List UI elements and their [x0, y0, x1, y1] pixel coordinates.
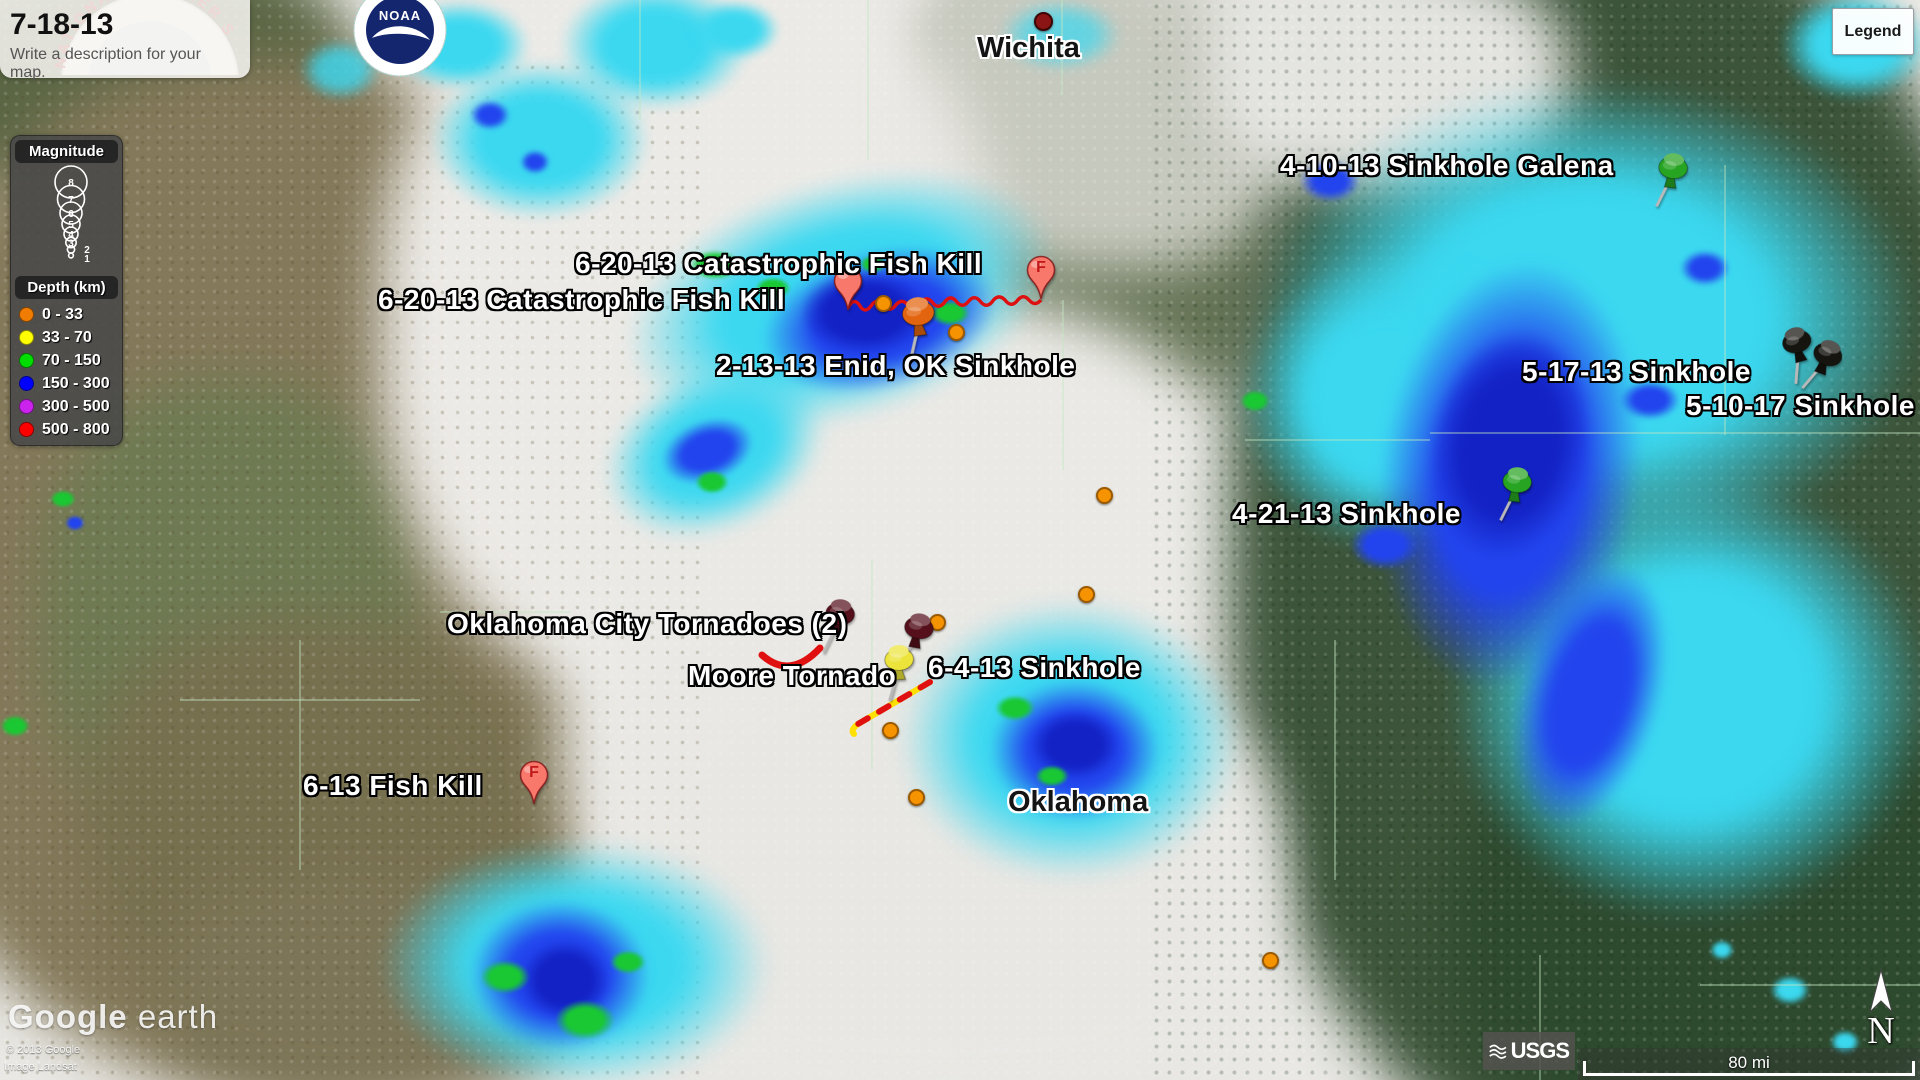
depth-legend-row: 0 - 33: [15, 303, 118, 326]
event-label-fish-kill-a[interactable]: 6-20-13 Catastrophic Fish Kill: [575, 248, 983, 279]
event-label-sinkhole-5-10[interactable]: 5-10-17 Sinkhole: [1686, 390, 1915, 421]
depth-color-swatch: [19, 376, 34, 391]
place-label-wichita[interactable]: Wichita: [977, 32, 1080, 64]
google-earth-watermark: Google earth: [8, 998, 219, 1035]
fish-kill-balloon-pin-f[interactable]: F: [1025, 255, 1057, 301]
usgs-logo: USGS: [1483, 1032, 1575, 1070]
depth-legend-title: Depth (km): [15, 276, 118, 299]
magnitude-legend-title: Magnitude: [15, 140, 118, 163]
usgs-waves-icon: [1489, 1044, 1507, 1059]
north-indicator: N: [1858, 968, 1904, 1052]
svg-text:NOAA: NOAA: [379, 8, 421, 23]
event-dot-orange[interactable]: [882, 722, 899, 739]
imagery-credit-text: Image Landsat: [4, 1061, 77, 1073]
copyright-text: © 2013 Google: [6, 1044, 81, 1056]
noaa-logo: NOAA: [353, 0, 447, 77]
depth-legend-row: 70 - 150: [15, 349, 118, 372]
event-dot-orange[interactable]: [1262, 952, 1279, 969]
balloon-letter: F: [1036, 259, 1046, 276]
legend-button[interactable]: Legend: [1832, 8, 1914, 55]
event-dot-orange[interactable]: [908, 789, 925, 806]
map-description-input[interactable]: Write a description for your map.: [10, 46, 201, 81]
depth-legend-row: 150 - 300: [15, 372, 118, 395]
june-fish-kill-balloon-pin-f[interactable]: F: [518, 760, 550, 806]
depth-color-swatch: [19, 422, 34, 437]
depth-color-swatch: [19, 307, 34, 322]
depth-legend-row: 33 - 70: [15, 326, 118, 349]
wichita-event-dot[interactable]: [1034, 12, 1053, 31]
svg-text:4: 4: [68, 230, 74, 241]
depth-legend-row: 300 - 500: [15, 395, 118, 418]
svg-text:2: 2: [84, 245, 90, 256]
svg-text:6: 6: [68, 209, 74, 220]
svg-text:8: 8: [68, 178, 74, 189]
north-label: N: [1867, 1010, 1895, 1052]
depth-legend-row: 500 - 800: [15, 418, 118, 441]
galena-sinkhole-pushpin[interactable]: [1645, 146, 1697, 212]
event-dot-orange[interactable]: [948, 324, 965, 341]
magnitude-depth-legend: Magnitude 8 7 6 5 4 3 2 1 Depth (km) 0 -…: [10, 135, 123, 446]
event-label-moore-tornado[interactable]: Moore Tornado: [688, 660, 897, 691]
place-label-oklahoma[interactable]: Oklahoma: [1008, 786, 1149, 818]
event-label-sinkhole-4-21[interactable]: 4-21-13 Sinkhole: [1232, 498, 1461, 529]
event-label-june-fish-kill[interactable]: 6-13 Fish Kill: [303, 770, 483, 801]
event-label-enid-sinkhole[interactable]: 2-13-13 Enid, OK Sinkhole: [716, 350, 1076, 381]
balloon-letter: F: [529, 764, 539, 781]
event-label-fish-kill-b[interactable]: 6-20-13 Catastrophic Fish Kill: [378, 284, 786, 315]
event-dot-orange[interactable]: [1078, 586, 1095, 603]
depth-color-swatch: [19, 399, 34, 414]
event-label-sinkhole-5-17[interactable]: 5-17-13 Sinkhole: [1522, 356, 1751, 387]
scale-bar-line: [1583, 1061, 1915, 1076]
event-label-okc-tornadoes[interactable]: Oklahoma City Tornadoes (2): [447, 608, 848, 639]
svg-text:5: 5: [68, 220, 74, 231]
depth-color-swatch: [19, 353, 34, 368]
map-title-panel: 7-18-13 Write a description for your map…: [0, 0, 250, 81]
svg-text:7: 7: [68, 195, 74, 206]
map-title: 7-18-13: [10, 8, 114, 41]
event-label-galena-sinkhole[interactable]: 4-10-13 Sinkhole Galena: [1280, 150, 1614, 181]
sinkhole-4-21-pushpin[interactable]: [1489, 460, 1541, 526]
magnitude-scale-icon: 8 7 6 5 4 3 2 1: [54, 165, 90, 265]
event-dot-orange[interactable]: [1096, 487, 1113, 504]
scale-bar-label: 80 mi: [1728, 1053, 1770, 1072]
scale-bar: 80 mi: [1578, 1048, 1920, 1080]
north-arrow-icon: [1869, 968, 1893, 1014]
depth-color-swatch: [19, 330, 34, 345]
svg-text:3: 3: [68, 239, 74, 250]
svg-text:1: 1: [84, 254, 90, 265]
event-label-sinkhole-6-4[interactable]: 6-4-13 Sinkhole: [928, 652, 1141, 683]
